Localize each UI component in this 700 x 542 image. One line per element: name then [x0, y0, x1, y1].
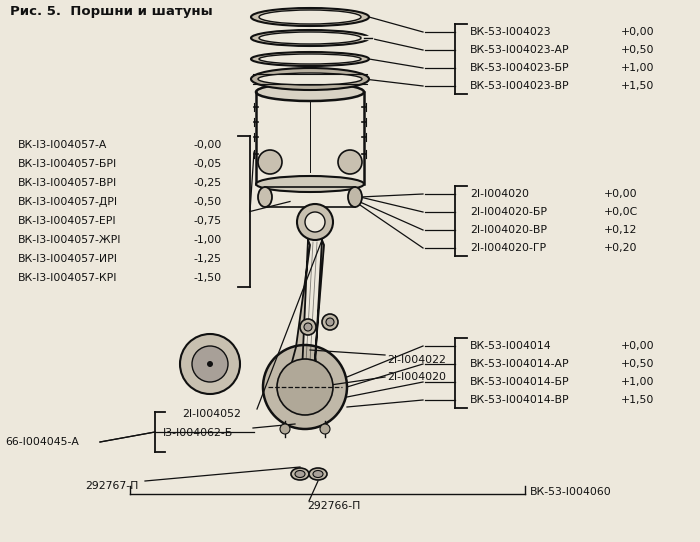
Text: ВК-I3-I004057-КРI: ВК-I3-I004057-КРI [18, 273, 118, 283]
Text: ВК-I3-I004057-А: ВК-I3-I004057-А [18, 140, 107, 150]
Circle shape [322, 314, 338, 330]
Ellipse shape [259, 54, 361, 64]
Ellipse shape [256, 176, 364, 192]
Ellipse shape [295, 470, 305, 478]
Text: +1,50: +1,50 [621, 81, 654, 91]
Text: 292766-П: 292766-П [307, 501, 360, 511]
Text: ВК-53-I004014-ВР: ВК-53-I004014-ВР [470, 395, 570, 405]
Text: 2I-I004020-ВР: 2I-I004020-ВР [470, 225, 547, 235]
Ellipse shape [258, 187, 272, 207]
Text: ВК-I3-I004057-ЖРI: ВК-I3-I004057-ЖРI [18, 235, 122, 245]
Text: +1,50: +1,50 [621, 395, 654, 405]
Text: I3-I004062-Б: I3-I004062-Б [163, 428, 233, 438]
Ellipse shape [259, 10, 361, 24]
Text: +0,50: +0,50 [621, 359, 654, 369]
Text: -0,05: -0,05 [193, 159, 221, 169]
Polygon shape [292, 240, 310, 387]
Ellipse shape [313, 470, 323, 478]
Text: ВК-53-I004014-БР: ВК-53-I004014-БР [470, 377, 570, 387]
Text: -0,25: -0,25 [193, 178, 221, 188]
Text: ВК-53-I004023: ВК-53-I004023 [470, 27, 552, 37]
Ellipse shape [259, 32, 361, 44]
Text: 2I-I004052: 2I-I004052 [182, 409, 241, 419]
Text: ВК-I3-I004057-ЕРI: ВК-I3-I004057-ЕРI [18, 216, 117, 226]
Text: +0,00: +0,00 [621, 27, 654, 37]
Text: ВК-53-I004060: ВК-53-I004060 [530, 487, 612, 497]
Circle shape [304, 323, 312, 331]
Ellipse shape [348, 187, 362, 207]
Text: -0,75: -0,75 [193, 216, 221, 226]
Text: 66-I004045-А: 66-I004045-А [5, 437, 79, 447]
Text: +0,12: +0,12 [604, 225, 638, 235]
Ellipse shape [251, 30, 369, 46]
Ellipse shape [251, 52, 369, 66]
Text: +0,00: +0,00 [621, 341, 654, 351]
Circle shape [192, 346, 228, 382]
Text: -1,25: -1,25 [193, 254, 221, 264]
Text: 2I-I004020: 2I-I004020 [387, 372, 446, 382]
Text: +1,00: +1,00 [621, 63, 654, 73]
Text: ВК-I3-I004057-ДРI: ВК-I3-I004057-ДРI [18, 197, 118, 207]
Text: ВК-53-I004014-АР: ВК-53-I004014-АР [470, 359, 570, 369]
Text: ВК-I3-I004057-ВРI: ВК-I3-I004057-ВРI [18, 178, 118, 188]
Text: ВК-I3-I004057-БРI: ВК-I3-I004057-БРI [18, 159, 118, 169]
Text: 292767-П: 292767-П [85, 481, 139, 491]
Circle shape [180, 334, 240, 394]
Text: -1,00: -1,00 [193, 235, 221, 245]
Circle shape [300, 319, 316, 335]
Text: ВК-53-I004014: ВК-53-I004014 [470, 341, 552, 351]
Text: 2I-I004020-ГР: 2I-I004020-ГР [470, 243, 546, 253]
Text: +0,50: +0,50 [621, 45, 654, 55]
Circle shape [297, 204, 333, 240]
Ellipse shape [251, 8, 369, 26]
Circle shape [305, 212, 325, 232]
Circle shape [263, 345, 347, 429]
Text: +1,00: +1,00 [621, 377, 654, 387]
Text: -0,50: -0,50 [193, 197, 221, 207]
Circle shape [258, 150, 282, 174]
Text: -1,50: -1,50 [193, 273, 221, 283]
Circle shape [320, 424, 330, 434]
Text: 2I-I004020-БР: 2I-I004020-БР [470, 207, 547, 217]
Text: 2I-I004020: 2I-I004020 [470, 189, 529, 199]
Circle shape [326, 318, 334, 326]
Text: +0,20: +0,20 [604, 243, 638, 253]
Circle shape [280, 424, 290, 434]
Ellipse shape [251, 68, 369, 90]
Circle shape [338, 150, 362, 174]
Polygon shape [314, 240, 324, 384]
Ellipse shape [258, 73, 362, 85]
Circle shape [207, 361, 213, 367]
Text: -0,00: -0,00 [193, 140, 221, 150]
Text: +0,00: +0,00 [604, 189, 638, 199]
Text: 2I-I004022: 2I-I004022 [387, 355, 446, 365]
Text: ВК-53-I004023-ВР: ВК-53-I004023-ВР [470, 81, 570, 91]
Text: Рис. 5.  Поршни и шатуны: Рис. 5. Поршни и шатуны [10, 5, 213, 18]
Ellipse shape [256, 83, 364, 101]
Ellipse shape [291, 468, 309, 480]
Circle shape [277, 359, 333, 415]
Text: ВК-53-I004023-АР: ВК-53-I004023-АР [470, 45, 570, 55]
Ellipse shape [309, 468, 327, 480]
Text: ВК-53-I004023-БР: ВК-53-I004023-БР [470, 63, 570, 73]
Text: +0,0С: +0,0С [604, 207, 638, 217]
Text: ВК-I3-I004057-ИРI: ВК-I3-I004057-ИРI [18, 254, 118, 264]
